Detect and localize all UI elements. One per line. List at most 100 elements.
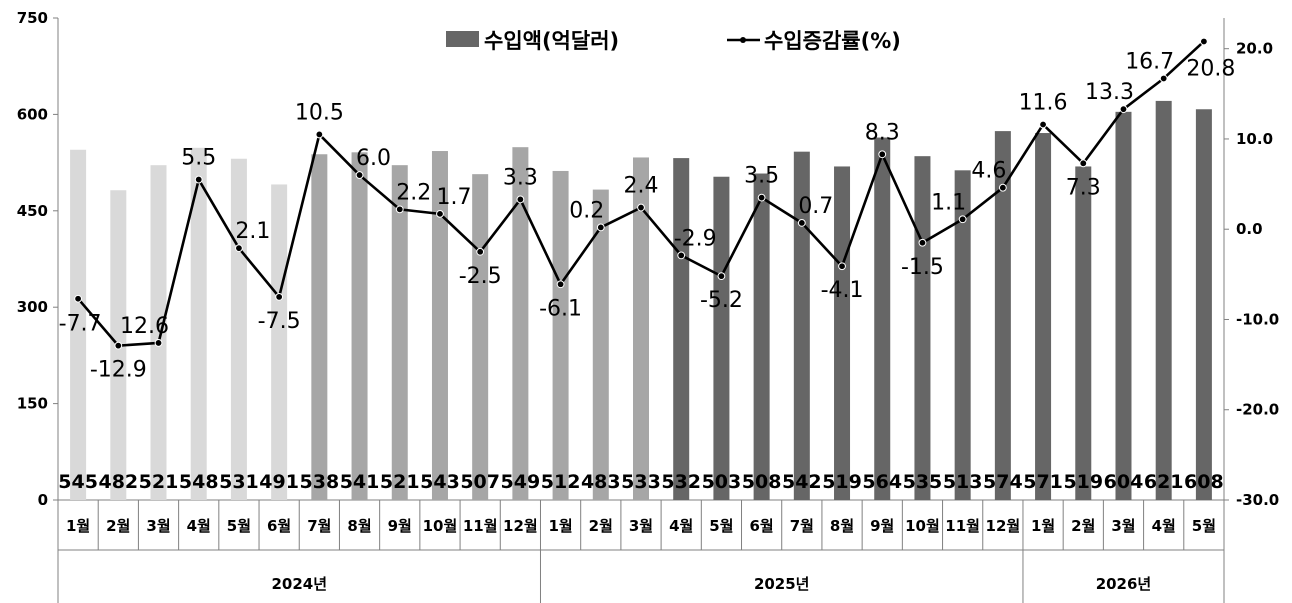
bar-value-label: 545: [58, 471, 98, 493]
line-point: [1199, 37, 1208, 46]
bar: [914, 156, 931, 500]
y-left-tick-label: 450: [17, 202, 48, 220]
bar: [431, 151, 448, 501]
month-label: 3월: [146, 517, 170, 535]
bar-value-label: 519: [1063, 471, 1103, 493]
line-point: [275, 293, 284, 301]
line-point: [596, 223, 605, 232]
line-point: [395, 205, 404, 214]
bar: [70, 149, 87, 500]
line-point: [677, 251, 686, 260]
line-point: [194, 175, 203, 184]
month-label: 11월: [463, 517, 498, 535]
line-point: [918, 238, 927, 247]
y-left-tick-label: 750: [17, 9, 48, 27]
month-label: 1월: [548, 517, 572, 535]
bar: [753, 173, 770, 500]
legend: 수입액(억달러) 수입증감률(%): [446, 29, 901, 53]
line-series: [74, 37, 1208, 350]
bar-value-label: 531: [219, 471, 259, 493]
line-point: [436, 209, 444, 218]
bar: [1075, 166, 1092, 500]
bar: [150, 165, 167, 501]
line-point: [1039, 120, 1047, 129]
bar: [512, 147, 529, 500]
line-value-label: 3.3: [503, 165, 538, 190]
bar: [954, 170, 971, 500]
line-value-label: 10.5: [295, 100, 344, 125]
bar: [713, 176, 730, 501]
bar-value-label: 519: [822, 471, 862, 493]
legend-bar-swatch: [446, 31, 479, 47]
line-point: [878, 150, 887, 159]
bar-value-label: 548: [179, 471, 219, 493]
bar-value-label: 571: [1023, 471, 1063, 493]
bar: [271, 184, 288, 500]
month-label: 3월: [629, 517, 653, 535]
y-left-tick-label: 150: [17, 395, 48, 413]
bar-value-label: 535: [903, 471, 943, 493]
y-right-tick-label: -20.0: [1236, 401, 1279, 419]
month-label: 5월: [227, 517, 251, 535]
bar-value-label: 507: [460, 471, 500, 493]
month-label: 10월: [423, 517, 458, 535]
bar-value-label: 538: [300, 471, 340, 493]
bar-value-label: 521: [380, 471, 420, 493]
line-value-label: 1.1: [931, 190, 966, 215]
month-label: 12월: [986, 517, 1021, 535]
line-value-label: 1.7: [436, 185, 471, 210]
line-point: [757, 193, 766, 202]
line-value-label: 20.8: [1186, 56, 1235, 81]
month-label: 5월: [709, 517, 733, 535]
line-point: [556, 280, 565, 289]
line-point: [838, 262, 846, 271]
legend-line-label: 수입증감률(%): [764, 29, 901, 53]
line-value-label: -12.9: [90, 358, 147, 383]
year-label: 2025년: [754, 575, 810, 593]
bar: [351, 152, 368, 501]
line-value-label: 2.1: [235, 219, 270, 244]
line-point: [958, 215, 967, 224]
y-right-tick-label: 20.0: [1236, 40, 1273, 58]
bar-value-label: 513: [943, 471, 983, 493]
line-value-label: -7.5: [258, 309, 301, 334]
bar-value-label: 482: [98, 471, 138, 493]
bar: [311, 154, 328, 500]
bar-value-label: 491: [259, 471, 299, 493]
line-point: [154, 339, 163, 347]
month-label: 11월: [945, 517, 980, 535]
legend-line-marker: [740, 37, 746, 43]
bar: [1115, 111, 1132, 500]
bar-value-label: 542: [782, 471, 822, 493]
line-value-label: -4.1: [821, 278, 864, 303]
bar: [1035, 133, 1052, 500]
y-left-tick-label: 300: [17, 298, 48, 316]
bar-value-label: 621: [1144, 471, 1184, 493]
line-point: [1079, 159, 1088, 168]
month-label: 4월: [669, 517, 693, 535]
bar-value-label: 532: [661, 471, 701, 493]
month-label: 3월: [1111, 517, 1135, 535]
month-label: 10월: [905, 517, 940, 535]
line-value-label: -2.5: [459, 264, 502, 289]
line-point: [797, 218, 806, 227]
bar: [391, 165, 408, 501]
bar: [1195, 109, 1212, 500]
bar: [472, 174, 489, 500]
month-label: 7월: [307, 517, 331, 535]
bar-value-label: 604: [1104, 471, 1144, 493]
month-label: 6월: [749, 517, 773, 535]
line-value-label: 0.7: [798, 194, 833, 219]
y-right-tick-label: -30.0: [1236, 491, 1279, 509]
line-point: [717, 272, 726, 281]
line-value-label: 4.6: [971, 159, 1006, 184]
bar-value-label: 549: [501, 471, 541, 493]
bar-value-label: 608: [1184, 471, 1224, 493]
y-left-tick-label: 0: [38, 491, 48, 509]
line-point: [315, 130, 324, 139]
month-label: 8월: [347, 517, 371, 535]
bar-series: [70, 100, 1212, 501]
y-right-tick-label: 10.0: [1236, 130, 1273, 148]
bar-value-label: 503: [702, 471, 742, 493]
